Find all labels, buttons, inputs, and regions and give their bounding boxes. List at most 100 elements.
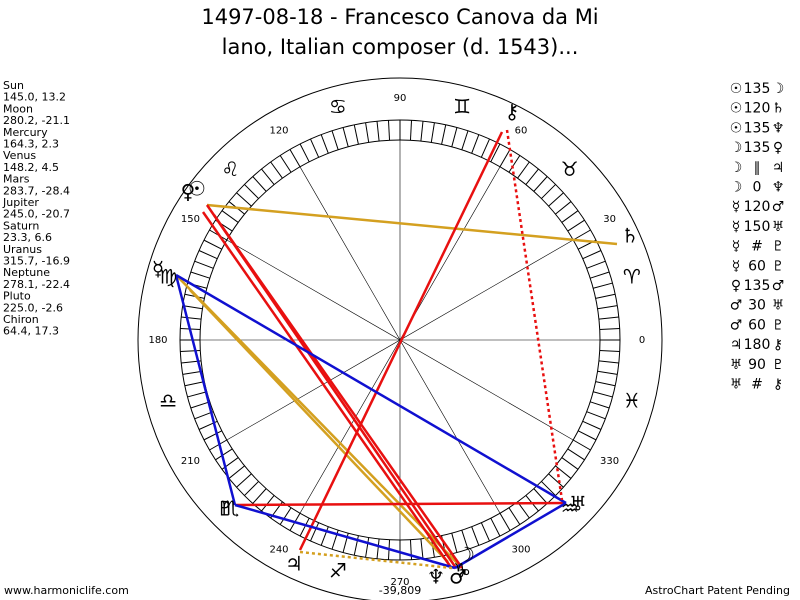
tick <box>593 391 613 398</box>
tick <box>598 360 619 364</box>
planet-coords: 148.2, 4.5 <box>3 161 59 174</box>
planet-name: Chiron <box>3 313 39 326</box>
tick <box>525 168 539 185</box>
footer-right: AstroChart Patent Pending <box>645 584 790 597</box>
planet-glyph: ☽ <box>457 543 475 567</box>
tick <box>572 439 591 451</box>
aspect-planet: ♆ <box>772 180 785 196</box>
degree-label: 210 <box>181 456 200 467</box>
tick <box>261 168 275 185</box>
tick <box>387 120 391 141</box>
aspect-planet: ♅ <box>772 219 785 235</box>
tick <box>597 370 618 375</box>
degree-label: 150 <box>181 214 200 225</box>
tick <box>430 122 435 143</box>
tick <box>203 430 223 441</box>
aspect-planet: ♃ <box>772 160 785 176</box>
tick <box>420 121 424 142</box>
aspect-planet: ☉ <box>730 101 743 117</box>
aspect-lines <box>174 129 618 570</box>
tick <box>376 538 380 559</box>
tick <box>279 507 292 525</box>
aspect-planet: ♇ <box>772 258 785 274</box>
planet-coords: 315.7, -16.9 <box>3 255 70 268</box>
aspect-type: 135 <box>744 140 771 156</box>
tick <box>451 533 458 553</box>
planet-coords: 145.0, 13.2 <box>3 91 66 104</box>
aspect-planet: ☉ <box>730 81 743 97</box>
degree-label: 180 <box>148 335 167 346</box>
tick <box>252 176 267 192</box>
aspect-type: # <box>751 377 763 393</box>
tick <box>499 149 511 168</box>
tick <box>582 420 602 430</box>
tick <box>331 130 339 150</box>
tick <box>555 201 572 215</box>
tick <box>586 260 606 269</box>
aspect-planet: ☽ <box>730 180 743 196</box>
aspect-type: ∥ <box>754 160 761 176</box>
tick <box>508 155 521 173</box>
tick <box>215 448 233 461</box>
tick <box>599 349 620 353</box>
tick <box>541 184 556 199</box>
tick <box>365 122 370 143</box>
tick <box>376 121 380 142</box>
planet-glyph: ♄ <box>621 224 639 248</box>
aspect-type: 150 <box>744 219 771 235</box>
planet-name: Moon <box>3 102 33 115</box>
planet-coords: 164.3, 2.3 <box>3 138 59 151</box>
planet-name: Venus <box>3 149 36 162</box>
planet-name: Sun <box>3 79 24 92</box>
aspect-type: 180 <box>744 337 771 353</box>
tick <box>567 448 585 461</box>
aspect-type: 60 <box>748 317 766 333</box>
degree-label: 30 <box>603 214 616 225</box>
tick <box>182 305 203 310</box>
sign-glyph: ♊ <box>453 95 471 119</box>
aspect-type: 0 <box>753 180 762 196</box>
aspect-type: 135 <box>744 120 771 136</box>
tick <box>508 507 521 525</box>
tick <box>181 316 202 320</box>
planet-glyph: ☉ <box>188 177 206 201</box>
tick <box>590 401 610 409</box>
sign-glyph: ♍ <box>159 264 177 288</box>
planet-coords: 23.3, 6.6 <box>3 231 52 244</box>
planet-name: Pluto <box>3 290 31 303</box>
tick <box>561 457 579 470</box>
aspect-planet: ♀ <box>731 278 741 294</box>
aspect-planet: ♇ <box>772 357 785 373</box>
sign-glyph: ♎ <box>159 389 177 413</box>
aspect-type: 30 <box>748 298 766 314</box>
tick <box>595 293 616 299</box>
aspect-planet: ♂ <box>730 298 743 314</box>
tick <box>299 143 310 163</box>
tick <box>471 134 480 154</box>
tick <box>572 229 591 241</box>
tick <box>471 526 480 546</box>
tick <box>567 219 585 232</box>
planet-coords: 245.0, -20.7 <box>3 208 70 221</box>
aspect-planet: ⚷ <box>773 337 783 353</box>
aspect-planet: ♃ <box>730 337 743 353</box>
planet-glyph: ♇ <box>216 497 234 521</box>
tick <box>270 161 283 179</box>
aspect-planet: ♅ <box>730 377 743 393</box>
tick <box>490 517 501 537</box>
aspect-planet: ☽ <box>730 160 743 176</box>
planet-coords: 280.2, -21.1 <box>3 114 70 127</box>
aspect-planet: ♆ <box>772 120 785 136</box>
tick <box>244 184 259 199</box>
sign-glyph: ♒ <box>561 496 579 520</box>
tick <box>593 282 613 289</box>
planet-coords: 64.4, 17.3 <box>3 325 59 338</box>
degree-label: 60 <box>515 125 528 136</box>
tick <box>310 522 320 542</box>
tick <box>279 155 292 173</box>
aspect-planet: ♇ <box>772 239 785 255</box>
tick <box>420 538 424 559</box>
title: lano, Italian composer (d. 1543)... <box>222 35 579 59</box>
tick <box>586 411 606 420</box>
